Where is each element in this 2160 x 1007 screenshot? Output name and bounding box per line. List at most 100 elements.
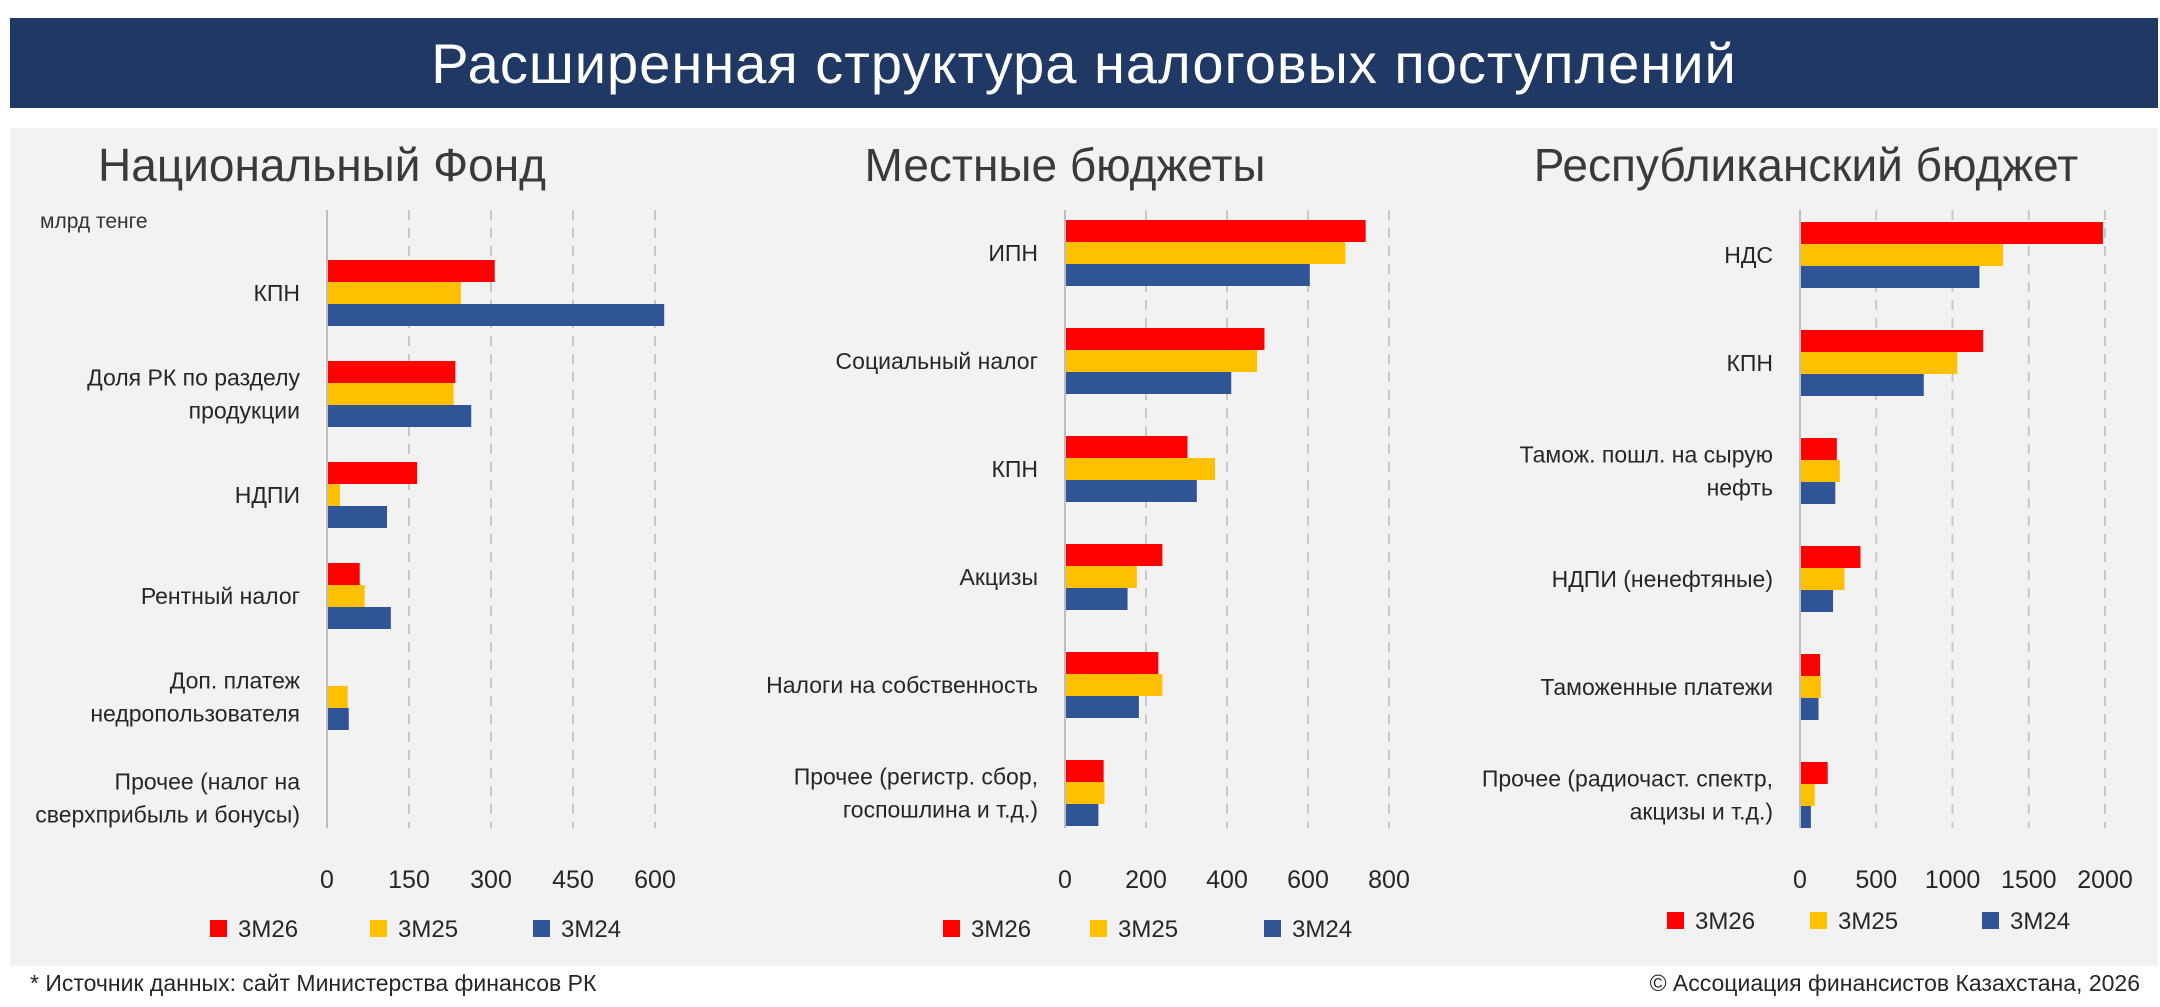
bar-3m26 bbox=[1801, 546, 1861, 568]
bar-3m25 bbox=[1066, 782, 1105, 804]
bar-3m24 bbox=[1801, 482, 1836, 504]
bar-3m25 bbox=[328, 585, 365, 607]
legend-swatch-3m24 bbox=[1264, 920, 1281, 937]
legend-label: 3M26 bbox=[1695, 908, 1755, 935]
bar-3m26 bbox=[1066, 544, 1163, 566]
bar-3m24 bbox=[1801, 266, 1980, 288]
bar-3m24 bbox=[328, 607, 391, 629]
category-label: НДПИ (ненефтяные) bbox=[1552, 566, 1773, 592]
bar-3m26 bbox=[1066, 760, 1104, 782]
bar-3m25 bbox=[1066, 242, 1346, 264]
category-label: НДС bbox=[1724, 242, 1773, 268]
bar-3m24 bbox=[328, 506, 388, 528]
category-label: Рентный налог bbox=[141, 583, 300, 609]
charts-panel: Национальный Фонд млрд тенге КПН Доля РК по… bbox=[10, 128, 2158, 966]
bar-3m24 bbox=[1066, 588, 1128, 610]
category-label: Прочее (радиочаст. спектр, акцизы и т.д.) bbox=[1482, 766, 1773, 825]
bar-3m25 bbox=[1801, 676, 1821, 698]
bar-3m25 bbox=[1801, 352, 1958, 374]
bar-3m26 bbox=[1066, 220, 1366, 242]
category-label: НДПИ bbox=[235, 482, 300, 508]
bar-3m24 bbox=[1801, 698, 1819, 720]
legend-swatch-3m25 bbox=[370, 920, 387, 937]
bar-3m26 bbox=[328, 462, 418, 484]
legend-label: 3M24 bbox=[561, 916, 621, 943]
chart-national-fund: Национальный Фонд млрд тенге КПН Доля РК по… bbox=[10, 128, 726, 966]
category-label: Таможенные платежи bbox=[1540, 674, 1773, 700]
legend-label: 3M24 bbox=[1292, 916, 1352, 943]
category-label: Доля РК по разделу продукции bbox=[87, 365, 300, 424]
bar-3m24 bbox=[1801, 806, 1811, 828]
bar-3m25 bbox=[328, 282, 461, 304]
x-tick-label: 1000 bbox=[1925, 866, 1981, 894]
bar-3m26 bbox=[1066, 328, 1265, 350]
chart-title: Местные бюджеты bbox=[865, 139, 1266, 191]
copyright-note: © Ассоциация финансистов Казахстана, 202… bbox=[1649, 970, 2140, 996]
category-label: Доп. платеж недропользователя bbox=[90, 668, 300, 727]
x-tick-label: 0 bbox=[1793, 866, 1807, 894]
unit-label: млрд тенге bbox=[40, 210, 148, 233]
bar-3m26 bbox=[1801, 762, 1828, 784]
bar-3m26 bbox=[328, 563, 360, 585]
x-tick-label: 400 bbox=[1206, 866, 1248, 894]
bar-3m26 bbox=[1801, 438, 1837, 460]
bar-3m24 bbox=[1801, 590, 1834, 612]
x-tick-label: 600 bbox=[634, 866, 676, 894]
page-title: Расширенная структура налоговых поступле… bbox=[431, 31, 1737, 95]
category-label: КПН bbox=[253, 280, 300, 306]
bar-3m25 bbox=[1801, 568, 1845, 590]
category-label: Прочее (налог на сверхприбыль и бонусы) bbox=[35, 769, 300, 828]
x-tick-label: 2000 bbox=[2077, 866, 2133, 894]
category-label: ИПН bbox=[988, 240, 1038, 266]
x-tick-label: 150 bbox=[388, 866, 430, 894]
x-tick-label: 300 bbox=[470, 866, 512, 894]
x-tick-label: 600 bbox=[1287, 866, 1329, 894]
category-label: Тамож. пошл. на сырую нефть bbox=[1520, 442, 1773, 501]
chart-republican-budget: Республиканский бюджет НДС КПН Тамож. пошл.… bbox=[1442, 128, 2158, 966]
bar-3m25 bbox=[1066, 674, 1163, 696]
legend-label: 3M25 bbox=[398, 916, 458, 943]
bar-3m26 bbox=[1066, 436, 1188, 458]
legend-swatch-3m26 bbox=[1667, 912, 1684, 929]
bar-3m24 bbox=[1066, 372, 1232, 394]
x-tick-label: 450 bbox=[552, 866, 594, 894]
chart-svg: Национальный Фонд млрд тенге КПН Доля РК по… bbox=[35, 139, 676, 943]
bar-3m24 bbox=[1801, 374, 1924, 396]
bar-3m25 bbox=[328, 686, 348, 708]
legend-swatch-3m26 bbox=[210, 920, 227, 937]
x-tick-label: 0 bbox=[320, 866, 334, 894]
chart-svg: Местные бюджеты ИПН Социальный налог КПН Акц… bbox=[766, 139, 1410, 943]
bar-3m25 bbox=[328, 484, 341, 506]
bar-3m24 bbox=[1066, 696, 1139, 718]
bar-3m25 bbox=[328, 383, 454, 405]
legend-swatch-3m26 bbox=[943, 920, 960, 937]
bar-3m26 bbox=[1801, 330, 1984, 352]
legend-label: 3M26 bbox=[971, 916, 1031, 943]
x-tick-label: 800 bbox=[1368, 866, 1410, 894]
chart-title: Республиканский бюджет bbox=[1534, 139, 2078, 191]
bar-3m26 bbox=[328, 260, 495, 282]
bar-3m24 bbox=[1066, 804, 1099, 826]
legend-label: 3M25 bbox=[1118, 916, 1178, 943]
bar-3m24 bbox=[1066, 264, 1310, 286]
x-tick-label: 0 bbox=[1058, 866, 1072, 894]
bar-3m25 bbox=[1066, 350, 1258, 372]
page-title-banner: Расширенная структура налоговых поступле… bbox=[10, 18, 2158, 108]
legend-label: 3M25 bbox=[1838, 908, 1898, 935]
bar-3m24 bbox=[1066, 480, 1197, 502]
x-tick-label: 500 bbox=[1855, 866, 1897, 894]
bar-3m25 bbox=[1801, 460, 1840, 482]
chart-local-budgets: Местные бюджеты ИПН Социальный налог КПН Акц… bbox=[726, 128, 1442, 966]
bar-3m26 bbox=[1801, 222, 2103, 244]
bar-3m26 bbox=[328, 361, 456, 383]
legend-swatch-3m24 bbox=[533, 920, 550, 937]
bar-3m25 bbox=[1801, 784, 1815, 806]
category-label: Акцизы bbox=[959, 564, 1038, 590]
bar-3m26 bbox=[1066, 652, 1159, 674]
bar-3m25 bbox=[1801, 244, 2004, 266]
category-label: КПН bbox=[1726, 350, 1773, 376]
x-tick-label: 200 bbox=[1125, 866, 1167, 894]
category-label: КПН bbox=[991, 456, 1038, 482]
legend-swatch-3m24 bbox=[1982, 912, 1999, 929]
category-label: Прочее (регистр. сбор, госпошлина и т.д.) bbox=[794, 764, 1038, 823]
